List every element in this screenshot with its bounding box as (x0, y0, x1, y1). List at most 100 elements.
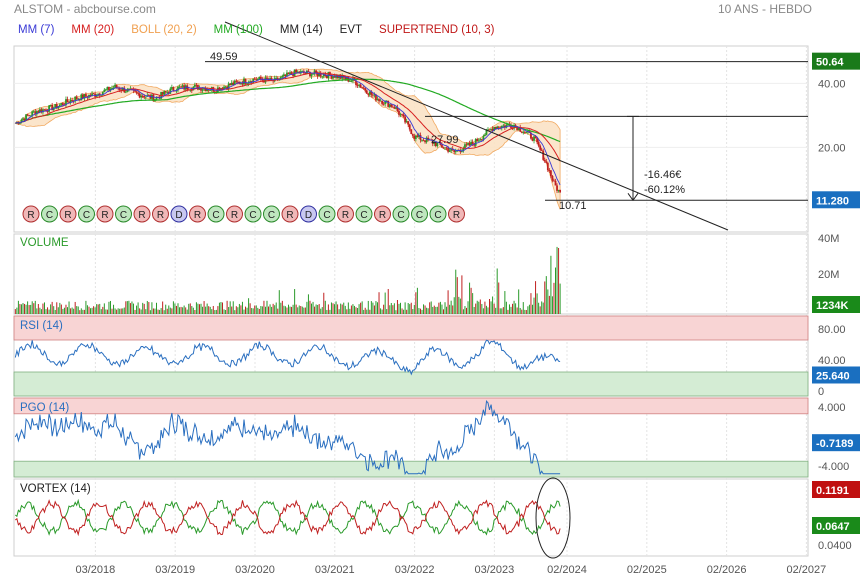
candle-body (520, 131, 523, 133)
candle-body (548, 170, 551, 172)
candle-body (421, 139, 423, 141)
candle-body (200, 87, 202, 91)
candle-body (249, 81, 252, 83)
signal-letter: D (175, 210, 182, 221)
candle-body (95, 95, 98, 97)
candle-body (419, 135, 422, 140)
candle-body (100, 95, 103, 96)
candle-body (384, 100, 387, 104)
candle-body (519, 127, 522, 132)
candle-body (270, 78, 273, 80)
candle-body (378, 99, 380, 102)
x-tick-label: 02/2027 (787, 564, 827, 576)
candle-body (488, 129, 491, 131)
candle-body (81, 94, 84, 99)
candle-body (275, 77, 278, 79)
signal-letter: C (360, 210, 367, 221)
candle-body (543, 159, 546, 162)
candle-body (266, 77, 268, 80)
legend-item: SUPERTREND (10, 3) (379, 24, 495, 36)
candle-body (48, 105, 50, 112)
candle-body (37, 111, 40, 113)
pgo-line (14, 400, 561, 476)
candle-body (448, 150, 451, 152)
period-label[interactable]: 10 ANS - HEBDO (717, 2, 812, 16)
candle-body (246, 83, 248, 85)
candle-body (414, 135, 417, 139)
resistance-value-tag: 50.64 (816, 57, 844, 69)
candle-body (542, 150, 545, 160)
legend-item: MM (7) (18, 24, 55, 36)
candle-body (358, 84, 360, 86)
candle-body (58, 104, 61, 107)
candle-body (364, 88, 367, 91)
candle-body (121, 87, 124, 91)
candle-body (195, 84, 198, 86)
candle-body (89, 94, 92, 96)
signal-marker (318, 205, 336, 223)
candle-body (482, 136, 485, 140)
candle-body (286, 72, 288, 77)
signal-letter: R (27, 210, 34, 221)
candle-body (264, 77, 267, 83)
candle-body (236, 81, 239, 83)
candle-body (321, 76, 324, 78)
pgo-title: PGO (14) (20, 402, 69, 414)
candle-body (556, 185, 558, 191)
candle-body (325, 75, 328, 79)
candle-body (373, 94, 376, 96)
candle-body (336, 75, 339, 79)
candle-body (74, 96, 77, 102)
candle-body (345, 76, 348, 80)
candle-body (545, 161, 548, 163)
candle-body (477, 140, 480, 142)
candle-body (441, 144, 443, 148)
candle-body (259, 76, 262, 80)
volume-value-tag: 1234K (816, 300, 848, 312)
candle-body (45, 109, 47, 112)
candle-body (108, 86, 110, 91)
candle-body (484, 134, 486, 137)
candle-body (468, 142, 471, 146)
candle-body (68, 101, 70, 103)
candle-body (442, 147, 445, 149)
candle-body (232, 82, 235, 85)
candle-body (23, 118, 26, 121)
legend-item: MM (14) (280, 24, 323, 36)
high-label: 49.59 (210, 51, 238, 63)
signal-letter: C (120, 210, 127, 221)
candle-body (181, 85, 184, 87)
candle-body (69, 100, 72, 103)
candle-body (390, 104, 393, 107)
candle-body (244, 78, 247, 84)
candle-body (296, 71, 299, 73)
candle-body (307, 70, 310, 72)
candle-body (537, 142, 540, 146)
candle-body (169, 88, 172, 94)
candle-body (190, 89, 193, 91)
signal-marker (374, 205, 391, 223)
candle-body (164, 91, 167, 93)
candle-body (161, 92, 164, 95)
legend-item: MM (20) (71, 24, 114, 36)
candle-body (434, 142, 437, 147)
candle-body (391, 106, 394, 108)
candle-body (370, 91, 373, 95)
candle-body (292, 74, 294, 76)
candle-body (490, 128, 492, 130)
vortex-negative-line (14, 499, 561, 537)
candle-body (313, 70, 316, 74)
vortex-title: VORTEX (14) (20, 483, 91, 495)
rsi-tick: 40.00 (818, 355, 846, 367)
candle-body (550, 170, 552, 177)
candle-body (510, 125, 512, 128)
candle-body (460, 150, 463, 152)
candle-body (147, 95, 150, 96)
x-tick-label: 03/2022 (395, 564, 435, 576)
candle-body (193, 84, 196, 87)
candle-body (476, 139, 479, 142)
candle-body (279, 77, 282, 80)
candle-body (65, 99, 67, 106)
volume-tick: 20M (818, 269, 839, 281)
candle-body (534, 136, 537, 139)
